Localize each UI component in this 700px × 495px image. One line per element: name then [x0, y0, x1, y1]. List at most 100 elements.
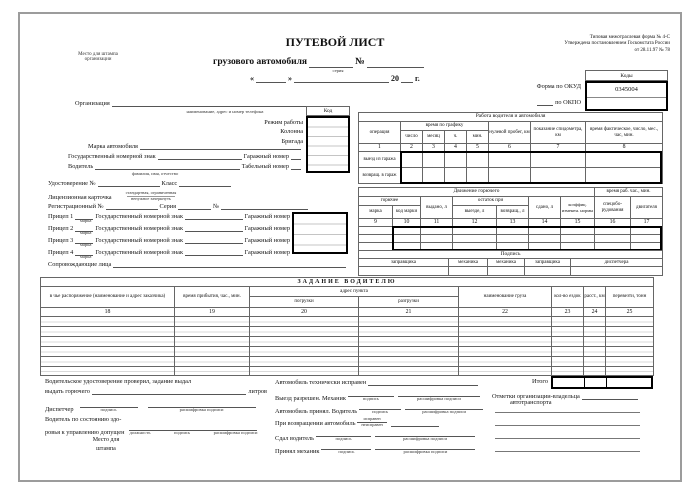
handed-sign-field[interactable]: подпись [316, 431, 372, 442]
driver-sign-field[interactable]: подпись [359, 404, 402, 415]
trailer-1-plate-field[interactable] [185, 213, 243, 220]
input-cell[interactable] [605, 366, 654, 376]
total-tons-cell[interactable] [607, 378, 651, 387]
series-field[interactable] [309, 61, 354, 68]
input-cell[interactable] [458, 366, 552, 376]
input-cell[interactable] [358, 336, 459, 347]
driver-field[interactable] [95, 163, 240, 170]
waybill-number-field[interactable] [366, 61, 424, 68]
input-cell[interactable] [551, 316, 584, 327]
signature-cell[interactable] [569, 266, 664, 276]
trailer-2-plate-field[interactable] [185, 225, 243, 232]
year-field[interactable] [401, 76, 413, 83]
driver-decode-field[interactable]: расшифровка подписи [405, 404, 484, 415]
owner-notes-field4[interactable] [495, 451, 640, 452]
input-cell[interactable] [583, 356, 606, 367]
cert-number-field[interactable] [97, 180, 160, 187]
input-cell[interactable] [249, 336, 359, 347]
input-cell[interactable] [358, 316, 459, 327]
input-cell[interactable] [551, 346, 584, 357]
input-cell[interactable] [551, 356, 584, 367]
input-cell[interactable] [358, 346, 459, 357]
input-cell[interactable] [458, 326, 552, 337]
input-cell[interactable] [358, 226, 393, 235]
total-trips-cell[interactable] [553, 378, 585, 387]
input-cell[interactable] [174, 346, 250, 357]
received-sign-field[interactable]: подпись [321, 444, 372, 455]
state-plate-field[interactable] [157, 153, 242, 160]
owner-notes-field2[interactable] [495, 425, 640, 426]
input-cell[interactable] [458, 356, 552, 367]
input-cell[interactable] [605, 316, 654, 327]
input-cell[interactable] [583, 326, 606, 337]
reg-series-field[interactable] [178, 203, 212, 210]
dispatcher-decode-field[interactable]: расшифровка подписи [147, 402, 256, 413]
escort-field[interactable] [113, 261, 346, 268]
input-cell[interactable] [174, 336, 250, 347]
trailer-3-plate-field[interactable] [185, 237, 243, 244]
mechanic-decode-field[interactable]: расшифровка подписи [397, 391, 480, 402]
input-cell[interactable] [358, 234, 393, 243]
received-decode-field[interactable]: расшифровка подписи [375, 444, 476, 455]
input-cell[interactable] [40, 336, 175, 347]
dispatcher-sign-field[interactable]: подпись [79, 402, 138, 413]
input-cell[interactable] [551, 366, 584, 376]
input-cell[interactable] [583, 336, 606, 347]
input-cell[interactable] [458, 336, 552, 347]
owner-notes-field3[interactable] [495, 438, 640, 439]
input-cell[interactable] [249, 356, 359, 367]
vehicle-make-field[interactable] [139, 143, 301, 150]
organization-field[interactable] [111, 100, 350, 107]
trailer-4-plate-field[interactable] [185, 249, 243, 256]
fuel-issue-field[interactable] [91, 388, 247, 395]
month-field[interactable] [294, 76, 389, 83]
signature-cell[interactable] [358, 266, 449, 276]
signature-cell[interactable] [524, 266, 571, 276]
input-cell[interactable] [174, 356, 250, 367]
signature-cell[interactable] [448, 266, 488, 276]
trailer-2-make-field[interactable] [75, 225, 94, 232]
trailer-garage-box[interactable] [292, 212, 348, 254]
input-cell[interactable] [40, 356, 175, 367]
garage-number-field[interactable] [291, 153, 301, 160]
input-cell[interactable] [358, 326, 459, 337]
input-cell[interactable] [458, 316, 552, 327]
input-cell[interactable] [249, 346, 359, 357]
input-cell[interactable] [551, 326, 584, 337]
input-cell[interactable] [249, 326, 359, 337]
return-condition-line[interactable] [390, 420, 439, 428]
input-cell[interactable] [174, 326, 250, 337]
owner-notes-field1[interactable] [495, 412, 640, 413]
day-field[interactable] [256, 76, 286, 83]
mechanic-sign-field[interactable]: подпись [347, 391, 394, 402]
okpo-prefix-field[interactable] [537, 99, 554, 106]
okpo-code-field[interactable] [587, 98, 666, 109]
trailer-4-make-field[interactable] [75, 249, 94, 256]
tech-ok-field[interactable] [368, 379, 478, 386]
trailer-3-make-field[interactable] [75, 237, 94, 244]
return-condition-field[interactable]: исправен неисправен [357, 416, 387, 427]
input-cell[interactable] [583, 346, 606, 357]
signature-cell[interactable] [487, 266, 525, 276]
input-cell[interactable] [40, 366, 175, 376]
input-cell[interactable] [40, 326, 175, 337]
input-cell[interactable] [40, 346, 175, 357]
input-cell[interactable] [583, 366, 606, 376]
registration-number-field[interactable] [105, 203, 158, 210]
handed-decode-field[interactable]: расшифровка подписи [375, 431, 476, 442]
input-cell[interactable] [358, 356, 459, 367]
kod-codes-box[interactable] [306, 116, 350, 173]
input-cell[interactable] [40, 316, 175, 327]
reg-no-field[interactable] [221, 203, 308, 210]
input-cell[interactable] [458, 346, 552, 357]
tab-number-field[interactable] [291, 163, 301, 170]
input-cell[interactable] [358, 366, 459, 376]
input-cell[interactable] [249, 366, 359, 376]
input-cell[interactable] [605, 326, 654, 337]
input-cell[interactable] [551, 336, 584, 347]
total-distance-cell[interactable] [585, 378, 607, 387]
input-cell[interactable] [249, 316, 359, 327]
input-cell[interactable] [605, 346, 654, 357]
okud-code-value[interactable]: 0345004 [587, 83, 666, 98]
input-cell[interactable] [583, 316, 606, 327]
